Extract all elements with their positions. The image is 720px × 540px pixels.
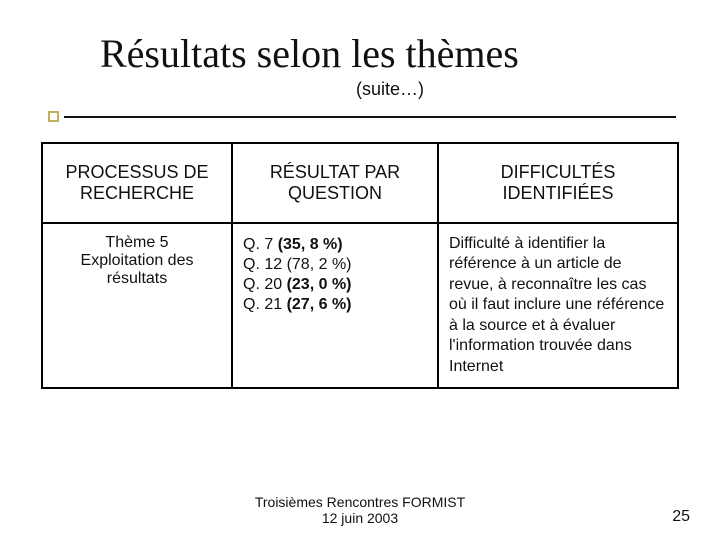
cell-difficulty: Difficulté à identifier la référence à u…: [438, 223, 678, 388]
question-value: (23, 0 %): [287, 276, 352, 293]
theme-label: Exploitation des résultats: [53, 252, 221, 288]
rule-box-icon: [48, 111, 59, 122]
slide-subtitle: (suite…): [100, 79, 680, 100]
slide: Résultats selon les thèmes (suite…) PROC…: [0, 0, 720, 540]
table-row: Thème 5 Exploitation des résultats Q. 7 …: [42, 223, 678, 388]
cell-theme: Thème 5 Exploitation des résultats: [42, 223, 232, 388]
title-rule: [44, 110, 676, 124]
results-table: PROCESSUS DE RECHERCHE RÉSULTAT PAR QUES…: [41, 142, 679, 389]
footer-line2: 12 juin 2003: [0, 510, 720, 526]
question-value: (35, 8 %): [278, 236, 343, 253]
question-list: Q. 7 (35, 8 %)Q. 12 (78, 2 %)Q. 20 (23, …: [243, 236, 427, 314]
page-number: 25: [672, 508, 690, 526]
question-value: (78, 2 %): [287, 256, 352, 273]
question-prefix: Q. 7: [243, 236, 278, 253]
slide-title: Résultats selon les thèmes: [100, 30, 680, 77]
question-value: (27, 6 %): [287, 296, 352, 313]
theme-number: Thème 5: [53, 234, 221, 252]
question-item: Q. 21 (27, 6 %): [243, 296, 427, 314]
header-processus: PROCESSUS DE RECHERCHE: [42, 143, 232, 223]
question-prefix: Q. 20: [243, 276, 287, 293]
rule-line: [64, 116, 676, 118]
table-header-row: PROCESSUS DE RECHERCHE RÉSULTAT PAR QUES…: [42, 143, 678, 223]
title-block: Résultats selon les thèmes (suite…): [100, 30, 680, 100]
question-item: Q. 12 (78, 2 %): [243, 256, 427, 274]
header-difficultes: DIFFICULTÉS IDENTIFIÉES: [438, 143, 678, 223]
footer-line1: Troisièmes Rencontres FORMIST: [0, 494, 720, 510]
header-resultat: RÉSULTAT PAR QUESTION: [232, 143, 438, 223]
cell-questions: Q. 7 (35, 8 %)Q. 12 (78, 2 %)Q. 20 (23, …: [232, 223, 438, 388]
question-item: Q. 7 (35, 8 %): [243, 236, 427, 254]
question-prefix: Q. 12: [243, 256, 287, 273]
question-prefix: Q. 21: [243, 296, 287, 313]
question-item: Q. 20 (23, 0 %): [243, 276, 427, 294]
footer: Troisièmes Rencontres FORMIST 12 juin 20…: [0, 494, 720, 526]
